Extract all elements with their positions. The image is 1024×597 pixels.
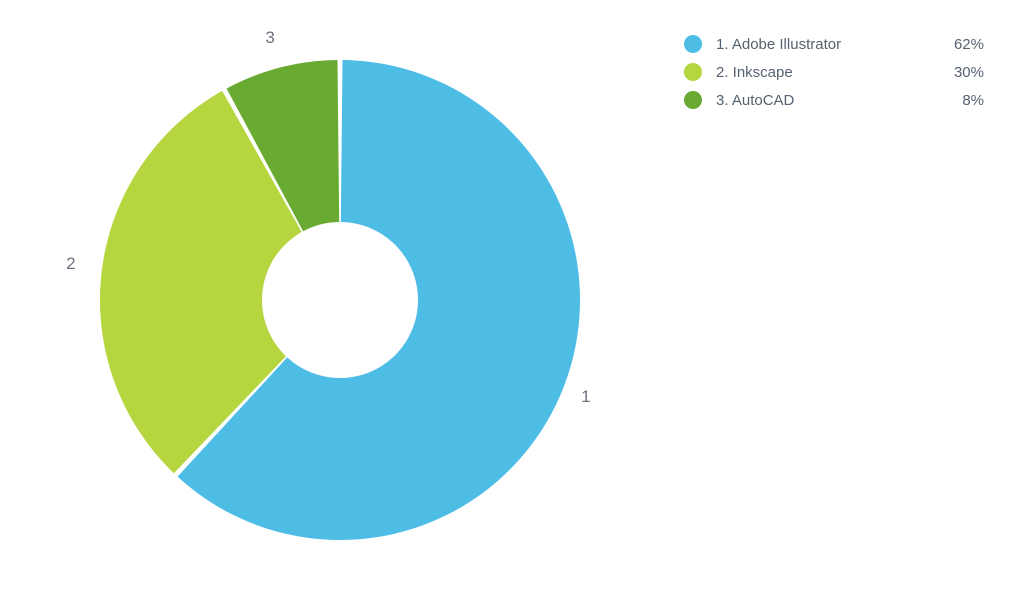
legend-swatch-2 bbox=[684, 63, 702, 81]
legend-row-1: 1. Adobe Illustrator62% bbox=[684, 30, 984, 58]
donut-chart: 1 2 3 bbox=[60, 20, 620, 580]
legend-label-2: 2. Inkscape bbox=[716, 64, 934, 81]
slice-label-1: 1 bbox=[581, 387, 591, 407]
legend: 1. Adobe Illustrator62%2. Inkscape30%3. … bbox=[684, 30, 984, 114]
legend-pct-2: 30% bbox=[934, 64, 984, 81]
donut-svg bbox=[60, 20, 620, 580]
slice-label-3: 3 bbox=[265, 28, 275, 48]
legend-swatch-1 bbox=[684, 35, 702, 53]
legend-row-3: 3. AutoCAD8% bbox=[684, 86, 984, 114]
stage: 123 1. Adobe Illustrator62%2. Inkscape30… bbox=[0, 0, 1024, 597]
legend-swatch-3 bbox=[684, 91, 702, 109]
legend-label-1: 1. Adobe Illustrator bbox=[716, 36, 934, 53]
slice-label-2: 2 bbox=[66, 254, 76, 274]
legend-pct-3: 8% bbox=[934, 92, 984, 109]
legend-pct-1: 62% bbox=[934, 36, 984, 53]
legend-label-3: 3. AutoCAD bbox=[716, 92, 934, 109]
legend-row-2: 2. Inkscape30% bbox=[684, 58, 984, 86]
